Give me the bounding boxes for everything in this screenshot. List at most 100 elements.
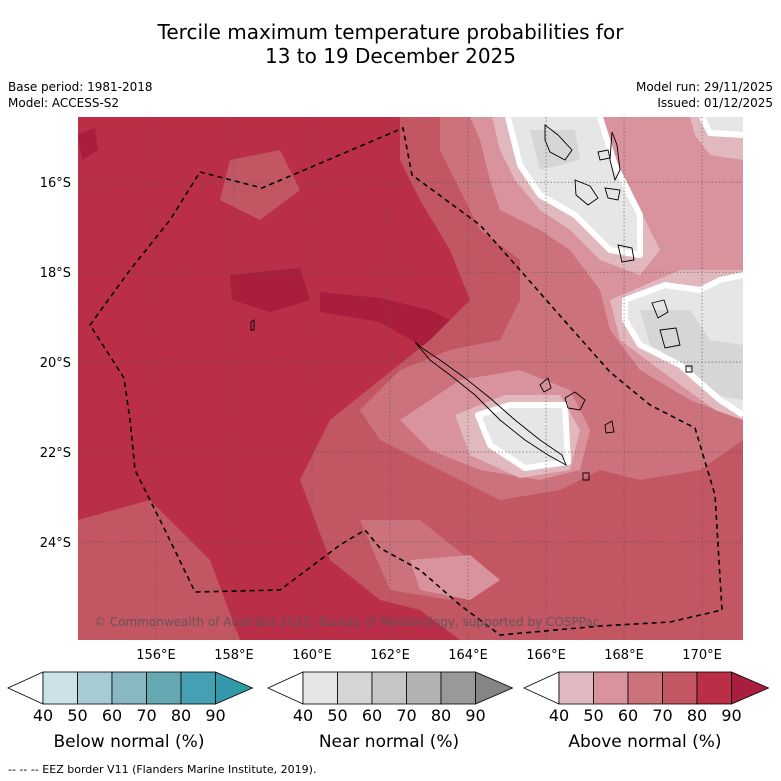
legend-tick: 60 bbox=[362, 706, 382, 725]
meta-right: Model run: 29/11/2025 Issued: 01/12/2025 bbox=[636, 79, 773, 111]
map-title: Tercile maximum temperature probabilitie… bbox=[0, 20, 781, 68]
legend-swatch bbox=[146, 671, 182, 705]
base-period: Base period: 1981-2018 bbox=[8, 80, 153, 94]
legend-tick: 40 bbox=[33, 706, 53, 725]
latitude-labels: 16°S 18°S 20°S 22°S 24°S bbox=[40, 176, 71, 551]
legend-swatch bbox=[696, 671, 732, 705]
matthew-hunter-coast bbox=[651, 299, 669, 319]
issued-date: Issued: 01/12/2025 bbox=[657, 96, 773, 110]
fiji-coast bbox=[659, 327, 681, 349]
vanuatu-coast bbox=[617, 244, 635, 263]
lon-label: 170°E bbox=[682, 648, 722, 663]
near-normal-region bbox=[530, 130, 580, 170]
legend-swatch bbox=[180, 671, 216, 705]
legend-swatch bbox=[337, 671, 373, 705]
lon-label: 166°E bbox=[526, 648, 566, 663]
legend-tick: 50 bbox=[583, 706, 603, 725]
lon-label: 168°E bbox=[604, 648, 644, 663]
legend-swatch bbox=[406, 671, 442, 705]
lat-label: 24°S bbox=[40, 536, 71, 551]
legend-arrow-right bbox=[731, 671, 770, 705]
legend-swatch bbox=[77, 671, 113, 705]
vanuatu-coast bbox=[574, 179, 599, 206]
near-contour bbox=[505, 117, 643, 258]
fiji-coast bbox=[685, 365, 693, 373]
legend-swatch bbox=[42, 671, 78, 705]
legend-tick: 40 bbox=[549, 706, 569, 725]
legend-title: Near normal (%) bbox=[319, 732, 459, 752]
legend-tick: 50 bbox=[327, 706, 347, 725]
copyright-text: © Commonwealth of Australia 2025, Bureau… bbox=[94, 615, 599, 629]
legend-tick: 90 bbox=[721, 706, 741, 725]
legend-tick: 70 bbox=[136, 706, 156, 725]
legend-tick: 80 bbox=[431, 706, 451, 725]
above-50-region bbox=[410, 555, 500, 600]
legend-swatch bbox=[662, 671, 698, 705]
model-name: Model: ACCESS-S2 bbox=[8, 96, 120, 110]
above-90-region bbox=[78, 128, 98, 160]
lon-label: 156°E bbox=[136, 648, 176, 663]
legend-title: Below normal (%) bbox=[54, 732, 205, 752]
legend-swatch bbox=[558, 671, 594, 705]
near-normal-region bbox=[640, 310, 743, 400]
legend-tick: 60 bbox=[618, 706, 638, 725]
lat-label: 16°S bbox=[40, 176, 71, 191]
legend-tick: 70 bbox=[652, 706, 672, 725]
near-contour bbox=[699, 117, 743, 138]
lon-label: 164°E bbox=[448, 648, 488, 663]
legend-arrow-right bbox=[215, 671, 254, 705]
legend-tick: 70 bbox=[396, 706, 416, 725]
legend-swatch bbox=[440, 671, 476, 705]
legend-arrow-right bbox=[475, 671, 514, 705]
legend-swatch bbox=[302, 671, 338, 705]
small-island bbox=[582, 472, 590, 481]
above-90-region bbox=[320, 292, 470, 352]
vanuatu-coast bbox=[544, 124, 573, 161]
probability-field bbox=[78, 117, 743, 640]
lon-label: 160°E bbox=[292, 648, 332, 663]
legend-swatch bbox=[371, 671, 407, 705]
eez-border bbox=[89, 126, 723, 636]
coastlines bbox=[250, 124, 693, 481]
legend-swatch bbox=[111, 671, 147, 705]
above-90-region bbox=[230, 268, 310, 312]
near-contour bbox=[622, 272, 743, 418]
new-caledonia-coast bbox=[414, 341, 567, 467]
legend-swatch bbox=[627, 671, 663, 705]
model-run: Model run: 29/11/2025 bbox=[635, 80, 773, 94]
small-island bbox=[250, 319, 255, 331]
legend-tick: 60 bbox=[102, 706, 122, 725]
vanuatu-coast bbox=[609, 131, 621, 182]
legend-tick: 40 bbox=[293, 706, 313, 725]
longitude-labels: 156°E 158°E 160°E 162°E 164°E 166°E 168°E 170°E bbox=[136, 648, 722, 663]
lat-label: 22°S bbox=[40, 446, 71, 461]
legend-near: 40 50 60 70 80 90 Near normal (%) bbox=[267, 671, 514, 752]
lon-label: 162°E bbox=[370, 648, 410, 663]
legend-arrow-left bbox=[267, 671, 304, 705]
legend-arrow-left bbox=[7, 671, 44, 705]
graticule bbox=[78, 117, 743, 640]
legend-tick: 90 bbox=[205, 706, 225, 725]
vanuatu-coast bbox=[604, 187, 621, 201]
above-70-region bbox=[220, 150, 300, 220]
eez-footer-note: -- -- -- EEZ border V11 (Flanders Marine… bbox=[8, 763, 317, 776]
meta-left: Base period: 1981-2018 Model: ACCESS-S2 bbox=[8, 79, 153, 111]
lon-label: 158°E bbox=[214, 648, 254, 663]
near-contour bbox=[475, 402, 571, 471]
lat-label: 20°S bbox=[40, 356, 71, 371]
above-70-region bbox=[78, 500, 240, 640]
legend-tick: 50 bbox=[67, 706, 87, 725]
loyalty-islands-coast bbox=[564, 391, 586, 411]
legend-tick: 90 bbox=[465, 706, 485, 725]
loyalty-islands-coast bbox=[539, 377, 552, 393]
title-line-2: 13 to 19 December 2025 bbox=[264, 44, 516, 68]
legend-arrow-left bbox=[523, 671, 560, 705]
legend-tick: 80 bbox=[687, 706, 707, 725]
legend-title: Above normal (%) bbox=[568, 732, 721, 752]
near-normal-contours bbox=[475, 117, 743, 471]
title-line-1: Tercile maximum temperature probabilitie… bbox=[157, 20, 624, 44]
